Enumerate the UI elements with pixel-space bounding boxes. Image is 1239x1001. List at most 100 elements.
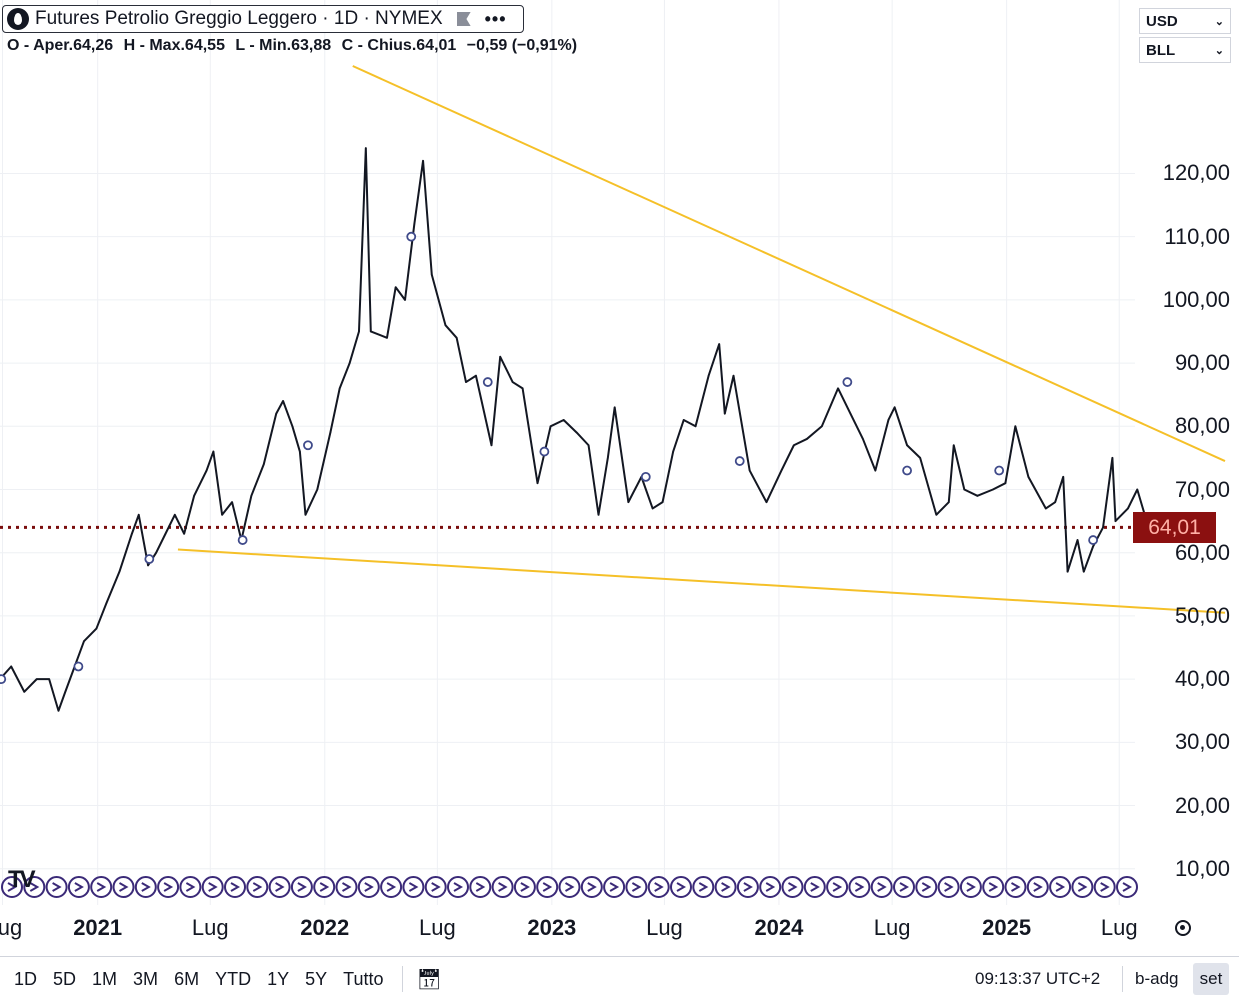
- ohlc-values: O - Aper.64,26 H - Max.64,55 L - Min.63,…: [7, 37, 583, 55]
- event-badge: [603, 876, 626, 898]
- x-tick-label: ug: [0, 915, 23, 940]
- price-point: [919, 457, 921, 459]
- price-point: [329, 431, 332, 434]
- unit-select[interactable]: BLL ⌄: [1139, 37, 1231, 63]
- event-badge: [736, 876, 759, 898]
- event-badge-arrow: [498, 882, 508, 892]
- x-tick-label: Lug: [191, 915, 229, 940]
- x-tick-label: Lug: [419, 915, 456, 940]
- price-point: [10, 665, 12, 668]
- event-badge-arrow: [29, 882, 40, 892]
- price-point: [348, 362, 351, 364]
- price-point: [48, 678, 50, 680]
- price-point: [793, 444, 795, 447]
- event-badge-arrow: [698, 882, 709, 892]
- price-point: [1102, 526, 1104, 529]
- price-point: [1114, 520, 1117, 522]
- range-1m[interactable]: 1M: [92, 968, 118, 989]
- event-badge: [1116, 876, 1138, 898]
- event-badge: [112, 876, 135, 898]
- price-point: [627, 501, 630, 503]
- event-marker: [539, 446, 550, 457]
- gear-icon[interactable]: [1175, 920, 1191, 936]
- price-point: [1111, 457, 1114, 459]
- event-badge: [224, 876, 246, 898]
- calendar-range-icon[interactable]: 📅︎: [416, 968, 442, 991]
- price-point: [231, 501, 233, 503]
- y-tick-label: 40,00: [1174, 666, 1230, 692]
- y-tick-label: 110,00: [1164, 223, 1230, 249]
- price-point: [1136, 488, 1139, 491]
- event-badge-arrow: [921, 882, 932, 892]
- oil-drop-icon: [7, 8, 29, 30]
- y-tick-label: 20,00: [1174, 792, 1230, 818]
- range-1d[interactable]: 1D: [14, 968, 38, 989]
- clock-time[interactable]: 09:13:37 UTC+2: [975, 969, 1101, 988]
- event-badge-arrow: [1055, 882, 1066, 892]
- event-badge-arrow: [788, 882, 798, 892]
- price-point: [862, 438, 864, 440]
- price-point: [137, 513, 140, 516]
- divider: [1122, 966, 1123, 992]
- range-5y[interactable]: 5Y: [305, 968, 328, 989]
- ohlc-low: L - Min.63,88: [235, 37, 332, 54]
- range-1y[interactable]: 1Y: [267, 968, 290, 989]
- range-5d[interactable]: 5D: [53, 968, 77, 989]
- event-badge: [1071, 876, 1094, 898]
- symbol-legend[interactable]: Futures Petrolio Greggio Leggero · 1D · …: [2, 5, 524, 33]
- event-badge-arrow: [988, 882, 999, 892]
- y-tick-label: 10,00: [1174, 855, 1230, 881]
- range-6m[interactable]: 6M: [174, 968, 200, 989]
- event-badge-arrow: [7, 882, 18, 892]
- y-tick-label: 50,00: [1174, 602, 1230, 628]
- adjust-toggle[interactable]: b-adg: [1135, 969, 1179, 988]
- more-options-icon[interactable]: •••: [484, 8, 507, 29]
- event-badge-arrow: [654, 882, 664, 892]
- price-point: [521, 387, 524, 390]
- event-badge-arrow: [676, 882, 687, 892]
- currency-select[interactable]: USD ⌄: [1139, 8, 1231, 34]
- price-point: [413, 223, 416, 225]
- event-badge-arrow: [119, 882, 129, 892]
- event-badge: [357, 876, 380, 898]
- event-badge-arrow: [565, 882, 575, 892]
- y-tick-label: 60,00: [1174, 539, 1230, 565]
- price-point: [386, 336, 388, 339]
- chevron-down-icon: ⌄: [1214, 44, 1224, 57]
- price-point: [291, 425, 294, 428]
- flag-icon[interactable]: [456, 12, 471, 26]
- price-point: [404, 299, 406, 301]
- price-point: [607, 457, 609, 459]
- price-point: [147, 564, 149, 567]
- event-badge: [45, 876, 68, 898]
- event-badge-arrow: [252, 882, 263, 892]
- price-point: [597, 513, 600, 516]
- bottom-toolbar: 1D 5D 1M 3M 6M YTD 1Y 5Y Tutto 📅︎ 09:13:…: [0, 956, 1239, 1001]
- price-point: [299, 450, 301, 453]
- settlement-toggle[interactable]: set: [1193, 963, 1229, 995]
- range-ytd[interactable]: YTD: [215, 968, 252, 989]
- event-badge-arrow: [475, 882, 486, 892]
- event-badge: [893, 876, 915, 898]
- price-point: [64, 690, 67, 693]
- price-point: [765, 501, 768, 503]
- event-badge: [23, 876, 46, 898]
- event-badge: [179, 876, 202, 898]
- event-badge: [447, 876, 469, 898]
- event-badge: [469, 876, 492, 898]
- price-point: [1066, 570, 1069, 573]
- y-tick-label: 80,00: [1174, 413, 1230, 439]
- event-badge-arrow: [1033, 882, 1043, 892]
- event-badge: [915, 876, 938, 898]
- range-all[interactable]: Tutto: [343, 968, 384, 989]
- event-badge-arrow: [1100, 882, 1110, 892]
- price-line: [0, 147, 1168, 712]
- price-point: [118, 570, 121, 573]
- price-point: [1027, 476, 1030, 478]
- range-3m[interactable]: 3M: [133, 968, 159, 989]
- event-badge-arrow: [609, 882, 620, 892]
- event-badge-arrow: [163, 882, 174, 892]
- price-point: [672, 450, 674, 453]
- event-badge-arrow: [520, 882, 530, 892]
